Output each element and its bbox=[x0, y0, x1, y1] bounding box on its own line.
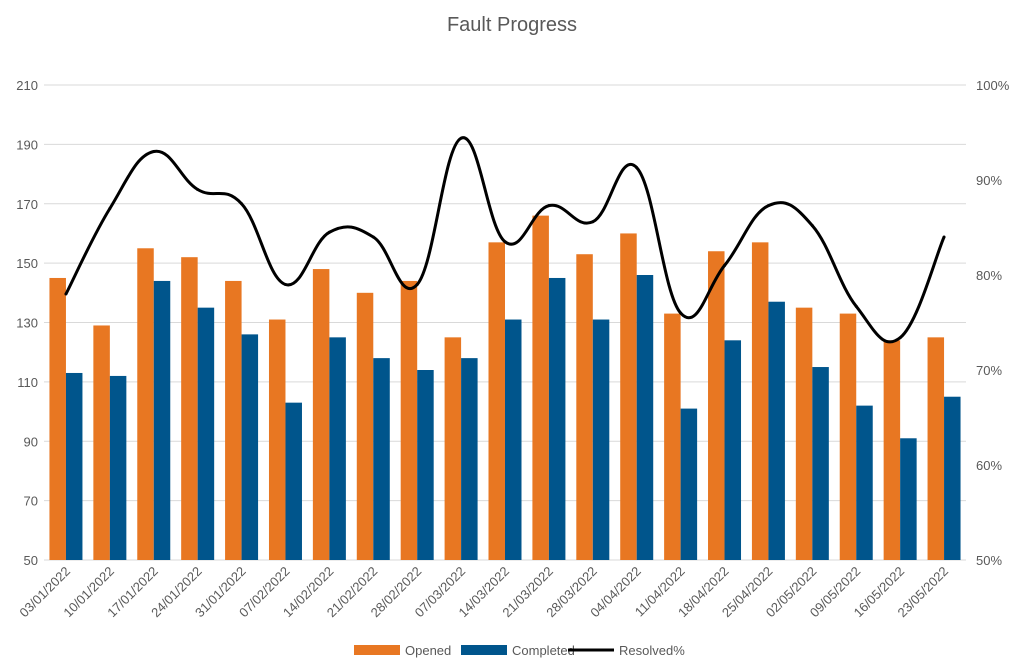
opened-bar bbox=[620, 233, 637, 560]
resolved-percent-point bbox=[723, 264, 727, 267]
left-tick-label: 50 bbox=[24, 553, 38, 568]
resolved-percent-point bbox=[679, 311, 683, 315]
resolved-percent-point bbox=[766, 204, 770, 208]
completed-bar bbox=[548, 277, 566, 560]
resolved-percent-point bbox=[942, 235, 946, 239]
completed-bar bbox=[153, 280, 171, 560]
completed-bar bbox=[65, 372, 83, 560]
completed-bar bbox=[856, 405, 873, 560]
legend: Opened Completed Resolved% bbox=[354, 643, 685, 658]
opened-bar bbox=[839, 313, 857, 560]
opened-bar bbox=[751, 242, 769, 560]
left-tick-label: 130 bbox=[16, 316, 38, 331]
completed-bar bbox=[944, 396, 961, 560]
completed-bar bbox=[812, 367, 829, 560]
bars-layer bbox=[49, 215, 961, 560]
right-tick-label: 70% bbox=[976, 363, 1002, 378]
opened-bar bbox=[268, 319, 286, 560]
resolved-percent-point bbox=[459, 136, 463, 140]
completed-bar bbox=[505, 319, 522, 560]
opened-bar bbox=[576, 254, 593, 560]
left-tick-label: 150 bbox=[16, 256, 38, 271]
resolved-percent-point bbox=[635, 166, 639, 170]
completed-bar bbox=[329, 337, 346, 560]
legend-swatch-opened bbox=[354, 645, 400, 655]
opened-bar bbox=[883, 340, 901, 560]
resolved-percent-point bbox=[108, 207, 112, 210]
opened-bar bbox=[795, 307, 813, 560]
opened-bar bbox=[664, 313, 681, 560]
opened-bar bbox=[488, 242, 505, 560]
completed-bar bbox=[724, 340, 742, 560]
category-axis: 03/01/202210/01/202217/01/202224/01/2022… bbox=[16, 564, 951, 621]
left-tick-label: 70 bbox=[24, 494, 38, 509]
opened-bar bbox=[356, 292, 374, 560]
line-layer bbox=[64, 136, 946, 344]
right-tick-label: 50% bbox=[976, 553, 1002, 568]
legend-label-resolved-percent: Resolved% bbox=[619, 643, 685, 658]
resolved-percent-point bbox=[854, 304, 858, 308]
completed-bar bbox=[636, 275, 654, 560]
resolved-percent-point bbox=[240, 202, 244, 206]
chart-title: Fault Progress bbox=[447, 14, 577, 36]
left-tick-label: 170 bbox=[16, 197, 38, 212]
completed-bar bbox=[285, 402, 302, 560]
opened-bar bbox=[312, 269, 330, 560]
left-tick-label: 90 bbox=[24, 434, 38, 449]
completed-bar bbox=[241, 334, 259, 560]
opened-bar bbox=[927, 337, 945, 560]
right-tick-label: 80% bbox=[976, 268, 1002, 283]
left-tick-label: 190 bbox=[16, 137, 38, 152]
legend-label-completed: Completed bbox=[512, 643, 575, 658]
resolved-percent-point bbox=[196, 188, 200, 191]
resolved-percent-point bbox=[283, 283, 287, 286]
left-tick-label: 110 bbox=[17, 375, 38, 390]
right-tick-label: 90% bbox=[976, 173, 1002, 188]
completed-bar bbox=[417, 370, 434, 560]
completed-bar bbox=[680, 408, 698, 560]
resolved-percent-point bbox=[371, 235, 375, 239]
opened-bar bbox=[49, 277, 66, 560]
opened-bar bbox=[225, 280, 242, 560]
opened-bar bbox=[400, 280, 418, 560]
resolved-percent-point bbox=[547, 204, 551, 208]
resolved-percent-point bbox=[152, 150, 156, 153]
completed-bar bbox=[592, 319, 610, 560]
resolved-percent-point bbox=[810, 224, 814, 228]
resolved-percent-point bbox=[503, 240, 507, 244]
opened-bar bbox=[93, 325, 110, 560]
resolved-percent-point bbox=[327, 230, 331, 234]
opened-bar bbox=[444, 337, 462, 560]
resolved-percent-point bbox=[898, 336, 902, 340]
completed-bar bbox=[109, 375, 127, 560]
completed-bar bbox=[373, 358, 390, 560]
right-tick-label: 60% bbox=[976, 458, 1002, 473]
resolved-percent-point bbox=[591, 220, 595, 224]
completed-bar bbox=[461, 358, 478, 560]
completed-bar bbox=[197, 307, 215, 560]
opened-bar bbox=[532, 215, 549, 560]
completed-bar bbox=[900, 438, 917, 560]
opened-bar bbox=[708, 251, 725, 560]
resolved-percent-point bbox=[415, 283, 419, 286]
opened-bar bbox=[137, 248, 154, 560]
right-axis: 50% 60% 70% 80% 90% 100% bbox=[976, 78, 1010, 568]
legend-label-opened: Opened bbox=[405, 643, 451, 658]
completed-bar bbox=[768, 301, 785, 560]
resolved-percent-point bbox=[64, 292, 68, 296]
left-tick-label: 210 bbox=[16, 78, 38, 93]
right-tick-label: 100% bbox=[976, 78, 1010, 93]
legend-swatch-completed bbox=[461, 645, 507, 655]
opened-bar bbox=[181, 257, 198, 560]
left-axis: 50 70 90 110 130 150 170 190 210 bbox=[16, 78, 38, 568]
